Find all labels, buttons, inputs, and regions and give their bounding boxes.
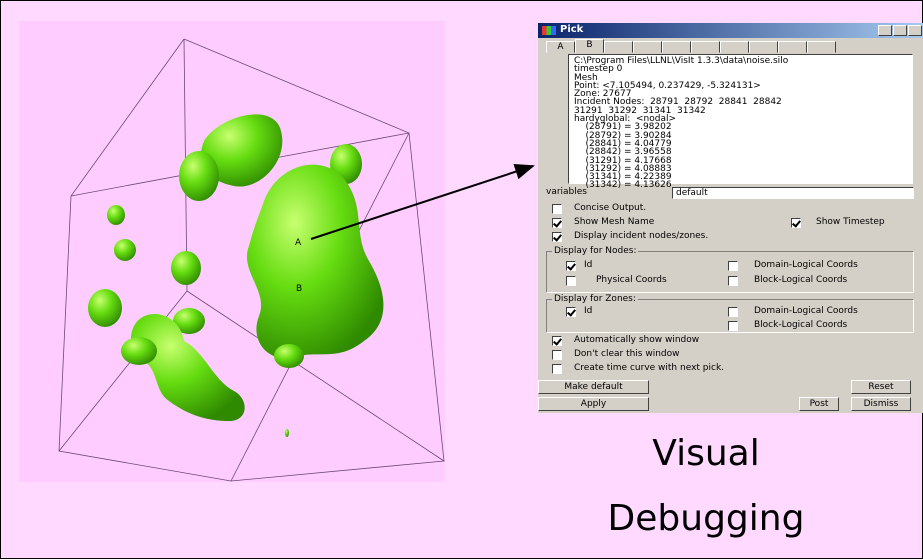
checkbox[interactable] [728,321,738,331]
tab[interactable] [749,41,778,53]
output-line: (31291) = 4.17668 [574,155,672,166]
output-line: 31291 31292 31341 31342 [574,105,706,116]
nodes-group [546,251,914,293]
tab[interactable] [778,41,807,53]
output-line: timestep 0 [574,64,623,75]
checkbox[interactable] [552,204,562,214]
output-line: Zone: 27677 [574,89,632,100]
option-label: Id [584,306,593,316]
button[interactable]: Reset [851,380,911,394]
tab[interactable] [604,41,633,53]
option-label: Block-Logical Coords [754,275,848,285]
button[interactable]: Apply [538,397,649,411]
checkbox[interactable] [728,276,738,286]
option-label: Display incident nodes/zones. [574,231,709,241]
variables-field[interactable]: default [672,187,914,199]
checkbox[interactable] [728,307,738,317]
render-view: A B [19,21,445,482]
checkbox[interactable] [566,307,576,317]
button[interactable]: Make default [538,380,649,394]
window-icon [542,26,556,35]
button[interactable]: Dismiss [851,397,911,411]
option-label: Automatically show window [574,335,700,345]
checkbox[interactable] [566,261,576,271]
group-title: Display for Zones: [552,294,638,305]
checkbox[interactable] [728,261,738,271]
output-line: (28842) = 3.96558 [574,147,672,158]
output-line: (31342) = 4.13626 [574,180,672,191]
output-line: (31292) = 4.08883 [574,163,672,174]
close-button[interactable] [908,25,922,36]
output-line: (28841) = 4.04779 [574,138,672,149]
group-title: Display for Nodes: [552,246,639,257]
output-line: Incident Nodes: 28791 28792 28841 28842 [574,97,782,108]
pick-output: C:\Program Files\LLNL\VisIt 1.3.3\data\n… [568,54,913,190]
zones-group [546,299,914,333]
caption: Debugging [607,498,805,539]
checkbox[interactable] [552,364,562,374]
tab[interactable] [691,41,720,53]
option-label: Create time curve with next pick. [574,363,725,373]
checkbox[interactable] [552,232,562,242]
output-line: hardyglobal: <nodal> [574,114,677,125]
pick-label: B [296,284,302,294]
title-bar: Pick [538,23,923,38]
option-label: Block-Logical Coords [754,320,848,330]
option-label: Physical Coords [596,275,667,285]
tab[interactable] [720,41,749,53]
pick-window: Pick A B C:\Program Files\LLNL\VisIt 1.3… [538,23,923,413]
checkbox[interactable] [566,276,576,286]
maximize-button[interactable] [893,25,907,36]
tab[interactable] [662,41,691,53]
button[interactable]: Post [799,397,839,411]
window-title: Pick [560,24,584,35]
tab[interactable]: A [546,41,575,53]
pick-label: A [295,238,302,248]
checkbox[interactable] [552,218,562,228]
option-label: Domain-Logical Coords [754,306,858,316]
variables-label: variables [546,187,587,197]
checkbox[interactable] [791,218,801,228]
option-label: Show Mesh Name [574,217,655,227]
output-line: Point: <7.105494, 0.237429, -5.324131> [574,80,761,91]
option-label: Domain-Logical Coords [754,260,858,270]
option-label: Concise Output. [574,203,647,213]
option-label: Id [584,260,593,270]
tab[interactable] [633,41,662,53]
tab[interactable]: B [575,39,604,53]
output-line: (28791) = 3.98202 [574,122,672,133]
option-label: Don't clear this window [574,349,680,359]
output-line: Mesh [574,72,598,83]
tab[interactable] [807,41,836,53]
minimize-button[interactable] [878,25,892,36]
checkbox[interactable] [552,336,562,346]
output-line: C:\Program Files\LLNL\VisIt 1.3.3\data\n… [574,56,789,66]
output-line: (28792) = 3.90284 [574,130,672,141]
caption: Visual [652,433,760,474]
checkbox[interactable] [552,350,562,360]
output-line: (31341) = 4.22389 [574,172,672,183]
option-label: Show Timestep [816,217,885,227]
